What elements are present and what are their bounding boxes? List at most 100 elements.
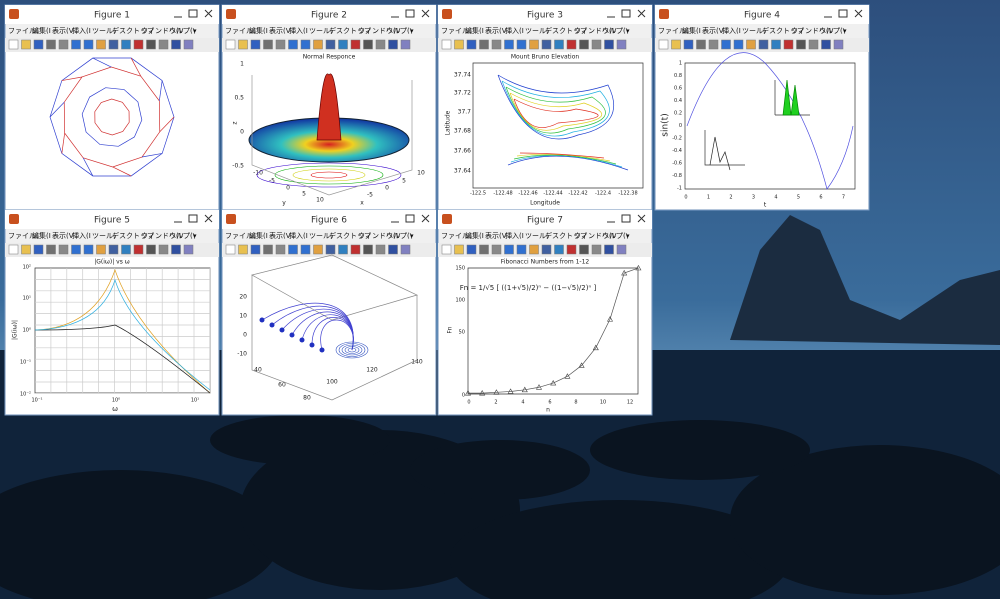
toolbar-button[interactable]	[238, 244, 248, 255]
toolbar-button[interactable]	[658, 39, 669, 50]
toolbar-button[interactable]	[225, 39, 236, 50]
menu-item[interactable]: ファイル(	[441, 232, 472, 240]
menu-item[interactable]: デスクトップ	[112, 231, 154, 240]
menu-item[interactable]: 表示(V	[485, 231, 507, 240]
toolbar-button[interactable]	[733, 39, 744, 50]
toolbar-button[interactable]	[375, 244, 386, 255]
toolbar-button[interactable]	[783, 39, 794, 50]
toolbar-button[interactable]	[288, 244, 298, 255]
toolbar-button[interactable]	[516, 244, 527, 255]
menu-item[interactable]: 挿入(I	[289, 26, 308, 35]
toolbar-button[interactable]	[616, 244, 627, 255]
menu-item[interactable]: ▾	[626, 27, 630, 35]
toolbar-button[interactable]	[479, 244, 489, 255]
toolbar-button[interactable]	[33, 244, 44, 255]
menu-item[interactable]: 編集(I	[682, 26, 701, 35]
toolbar-button[interactable]	[288, 39, 298, 50]
maximize-button[interactable]	[621, 9, 631, 18]
toolbar-button[interactable]	[441, 244, 452, 255]
toolbar-button[interactable]	[338, 39, 348, 50]
menu-item[interactable]: ファイル(	[441, 27, 472, 35]
menu-item[interactable]: ウィンドウ(V	[358, 27, 401, 35]
menu-item[interactable]: 表示(V	[269, 26, 291, 35]
toolbar-button[interactable]	[183, 244, 194, 255]
menu-item[interactable]: ヘルプ(\	[169, 232, 196, 240]
menu-item[interactable]: 挿入(I	[505, 231, 524, 240]
menu-item[interactable]: 編集(I	[32, 26, 51, 35]
toolbar-button[interactable]	[771, 39, 781, 50]
menu-item[interactable]: ツール(	[525, 27, 549, 35]
toolbar-button[interactable]	[96, 244, 106, 255]
toolbar-button[interactable]	[491, 39, 502, 50]
toolbar-button[interactable]	[108, 244, 119, 255]
toolbar-button[interactable]	[554, 244, 564, 255]
maximize-button[interactable]	[838, 9, 848, 18]
menu-item[interactable]: ヘルプ(\	[602, 27, 629, 35]
menu-item[interactable]: ▾	[843, 27, 847, 35]
menu-item[interactable]: ヘルプ(\	[602, 232, 629, 240]
toolbar-button[interactable]	[541, 39, 552, 50]
toolbar-button[interactable]	[250, 39, 261, 50]
toolbar-button[interactable]	[683, 39, 694, 50]
toolbar-button[interactable]	[21, 244, 31, 255]
menu-item[interactable]: ファイル(	[8, 232, 39, 240]
toolbar-button[interactable]	[616, 39, 627, 50]
toolbar-button[interactable]	[363, 39, 373, 50]
toolbar-button[interactable]	[504, 39, 514, 50]
menu-item[interactable]: 編集(I	[465, 231, 484, 240]
toolbar-button[interactable]	[529, 244, 539, 255]
toolbar-button[interactable]	[313, 39, 323, 50]
menu-item[interactable]: デスクトップ	[545, 26, 587, 35]
toolbar-button[interactable]	[746, 39, 756, 50]
toolbar-button[interactable]	[566, 39, 577, 50]
toolbar-button[interactable]	[146, 244, 156, 255]
toolbar-button[interactable]	[758, 39, 769, 50]
toolbar-button[interactable]	[529, 39, 539, 50]
toolbar-button[interactable]	[350, 244, 361, 255]
toolbar-button[interactable]	[46, 244, 56, 255]
menu-item[interactable]: 表示(V	[52, 231, 74, 240]
menu-item[interactable]: ファイル(	[225, 232, 256, 240]
toolbar-button[interactable]	[479, 39, 489, 50]
toolbar-button[interactable]	[604, 244, 614, 255]
toolbar-button[interactable]	[466, 39, 477, 50]
toolbar-button[interactable]	[591, 39, 602, 50]
menu-item[interactable]: ファイル(	[8, 27, 39, 35]
toolbar-button[interactable]	[58, 39, 69, 50]
menu-item[interactable]: 挿入(I	[505, 26, 524, 35]
toolbar-button[interactable]	[313, 244, 323, 255]
toolbar-button[interactable]	[696, 39, 706, 50]
toolbar-button[interactable]	[250, 244, 261, 255]
toolbar-button[interactable]	[171, 244, 181, 255]
menu-item[interactable]: ツール(	[309, 27, 333, 35]
toolbar-button[interactable]	[325, 39, 336, 50]
close-button[interactable]	[421, 9, 430, 18]
toolbar-button[interactable]	[325, 244, 336, 255]
toolbar-button[interactable]	[604, 39, 614, 50]
toolbar-button[interactable]	[466, 244, 477, 255]
toolbar-button[interactable]	[491, 244, 502, 255]
toolbar-button[interactable]	[579, 244, 589, 255]
toolbar-button[interactable]	[579, 39, 589, 50]
menu-item[interactable]: ▾	[626, 232, 630, 240]
menu-item[interactable]: ヘルプ(\	[386, 27, 413, 35]
toolbar-button[interactable]	[133, 39, 144, 50]
menu-item[interactable]: デスクトップ	[112, 26, 154, 35]
toolbar-button[interactable]	[133, 244, 144, 255]
menu-item[interactable]: 挿入(I	[722, 26, 741, 35]
toolbar-button[interactable]	[275, 244, 286, 255]
menu-item[interactable]: ウィンドウ(V	[574, 232, 617, 240]
menu-item[interactable]: 編集(I	[32, 231, 51, 240]
menu-item[interactable]: ▾	[193, 232, 197, 240]
toolbar-button[interactable]	[225, 244, 236, 255]
toolbar-button[interactable]	[671, 39, 681, 50]
toolbar-button[interactable]	[158, 39, 169, 50]
menu-item[interactable]: ウィンドウ(V	[791, 27, 834, 35]
toolbar-button[interactable]	[108, 39, 119, 50]
toolbar-button[interactable]	[566, 244, 577, 255]
menu-item[interactable]: ツール(	[742, 27, 766, 35]
toolbar-button[interactable]	[400, 244, 411, 255]
toolbar-button[interactable]	[554, 39, 564, 50]
toolbar-button[interactable]	[171, 39, 181, 50]
maximize-button[interactable]	[188, 9, 198, 18]
